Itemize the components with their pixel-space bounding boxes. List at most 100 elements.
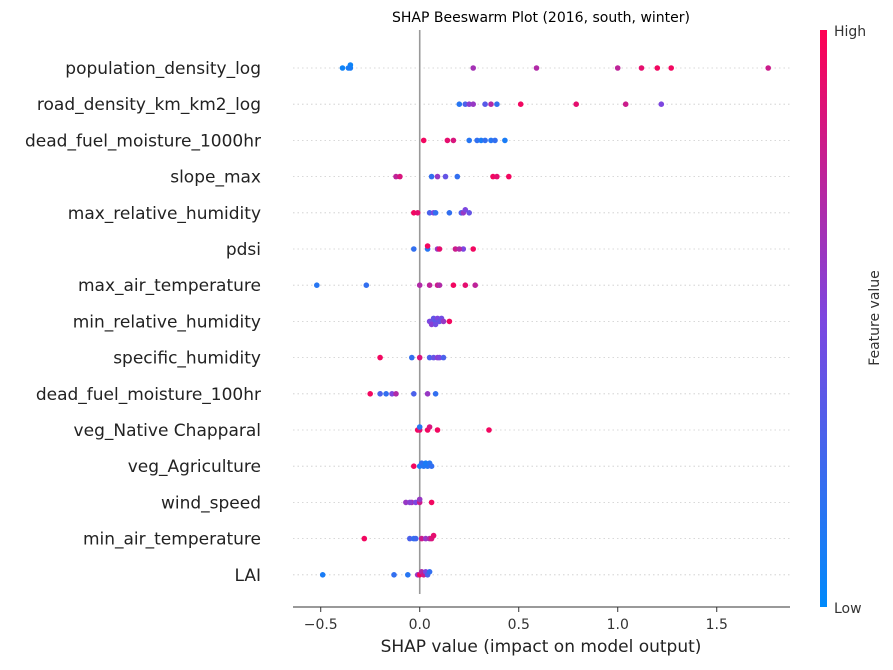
- data-point: [426, 282, 433, 289]
- feature-label: wind_speed: [161, 493, 261, 513]
- data-point: [411, 210, 417, 216]
- feature-label: max_relative_humidity: [68, 204, 261, 224]
- feature-label: population_density_log: [65, 59, 261, 79]
- data-point: [454, 173, 461, 180]
- data-point: [339, 65, 346, 71]
- colorbar-low-label: Low: [834, 601, 862, 617]
- data-point: [488, 101, 494, 107]
- data-point: [474, 137, 480, 144]
- data-point: [440, 354, 447, 361]
- data-point: [416, 496, 423, 503]
- data-point: [490, 173, 496, 180]
- data-point: [416, 354, 423, 361]
- x-tick-label: −0.5: [304, 617, 338, 633]
- data-point: [383, 391, 389, 397]
- data-point: [424, 391, 431, 397]
- data-point: [668, 65, 674, 71]
- data-point: [517, 101, 524, 107]
- data-point: [422, 460, 429, 467]
- data-point: [446, 210, 453, 216]
- data-point: [397, 173, 403, 180]
- data-point: [434, 173, 441, 180]
- data-point: [456, 246, 463, 252]
- data-point: [319, 572, 326, 578]
- data-point: [420, 137, 427, 144]
- data-point: [446, 318, 453, 325]
- data-point: [482, 137, 488, 144]
- data-point: [377, 354, 383, 361]
- data-point: [486, 427, 492, 433]
- data-point: [466, 137, 473, 144]
- data-point: [432, 321, 439, 328]
- data-point: [426, 569, 433, 575]
- data-point: [432, 210, 439, 216]
- data-point: [314, 282, 320, 289]
- data-point: [654, 65, 661, 71]
- data-point: [426, 424, 433, 430]
- data-point: [377, 391, 383, 397]
- data-point: [345, 65, 352, 71]
- data-point: [436, 354, 443, 361]
- data-point: [428, 173, 435, 180]
- data-point: [391, 572, 397, 578]
- data-point: [470, 101, 477, 107]
- data-point: [413, 499, 419, 506]
- feature-label: slope_max: [170, 168, 261, 188]
- colorbar: [820, 30, 827, 607]
- data-point: [452, 246, 459, 252]
- data-point: [658, 101, 665, 107]
- data-point: [506, 173, 512, 180]
- data-point: [614, 65, 621, 71]
- feature-label: pdsi: [226, 240, 261, 260]
- feature-label: max_air_temperature: [78, 276, 261, 296]
- data-point: [460, 246, 467, 252]
- data-point: [418, 535, 425, 542]
- feature-label: road_density_km_km2_log: [37, 95, 261, 115]
- data-point: [470, 246, 477, 252]
- data-point: [367, 391, 374, 397]
- data-point: [426, 354, 433, 361]
- feature-label: veg_Native Chapparal: [74, 421, 261, 441]
- data-point: [638, 65, 645, 71]
- data-point: [482, 101, 488, 107]
- feature-label: specific_humidity: [113, 349, 261, 369]
- data-point: [432, 391, 439, 397]
- data-point: [389, 391, 395, 397]
- feature-label: min_relative_humidity: [73, 312, 261, 332]
- data-point: [411, 391, 417, 397]
- data-point: [492, 137, 498, 144]
- data-point: [430, 354, 437, 361]
- data-point: [407, 535, 413, 542]
- data-point: [466, 210, 473, 216]
- data-point: [403, 499, 409, 506]
- data-point: [478, 137, 484, 144]
- data-point: [405, 572, 411, 578]
- chart-title: SHAP Beeswarm Plot (2016, south, winter): [392, 10, 690, 26]
- data-point: [393, 173, 399, 180]
- feature-label: min_air_temperature: [83, 530, 261, 550]
- data-point: [462, 282, 469, 289]
- data-point: [494, 101, 500, 107]
- data-point: [428, 499, 435, 506]
- data-point: [436, 246, 443, 252]
- data-point: [411, 463, 417, 470]
- data-point: [428, 463, 435, 470]
- data-point: [424, 243, 431, 249]
- data-point: [622, 101, 629, 107]
- feature-label: LAI: [234, 566, 261, 586]
- data-point: [413, 535, 419, 542]
- data-point: [765, 65, 771, 71]
- data-point: [409, 354, 415, 361]
- data-point: [462, 207, 469, 213]
- data-point: [573, 101, 579, 107]
- data-point: [470, 65, 477, 71]
- data-point: [393, 391, 399, 397]
- data-point: [462, 101, 469, 107]
- data-point: [444, 137, 451, 144]
- colorbar-title: Feature value: [867, 270, 883, 366]
- feature-label: dead_fuel_moisture_1000hr: [25, 131, 261, 151]
- x-axis-ticks: −0.5 0.0 0.5 1.0 1.5: [304, 607, 728, 633]
- data-point: [361, 535, 368, 542]
- data-point: [442, 173, 449, 180]
